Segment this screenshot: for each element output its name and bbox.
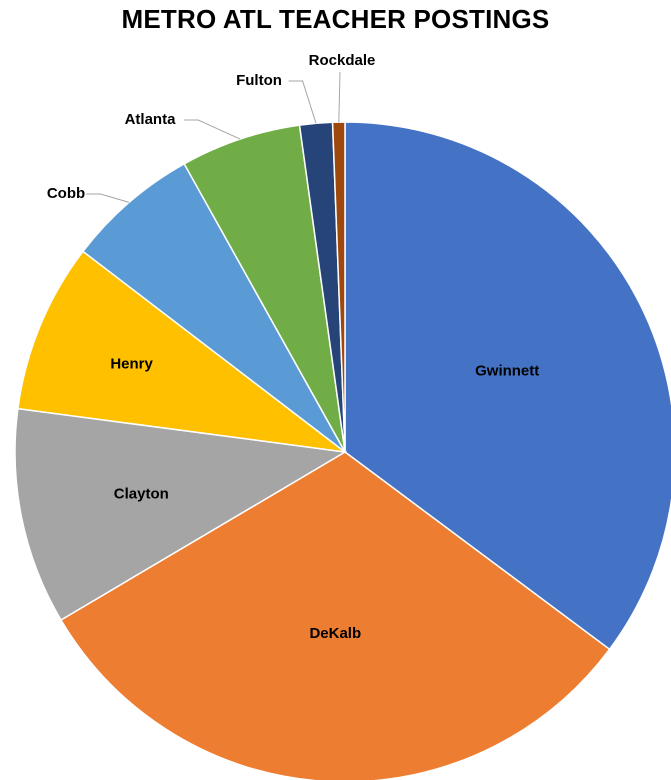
slice-label-cobb: Cobb [47, 185, 85, 202]
pie-slice-atlanta [183, 124, 346, 453]
slice-label-fulton: Fulton [236, 72, 282, 89]
slice-label-rockdale: Rockdale [309, 52, 376, 69]
leader-line-cobb [86, 193, 130, 203]
pie-slice-gwinnett [344, 121, 671, 651]
slice-label-henry: Henry [110, 356, 153, 373]
slice-label-clayton: Clayton [114, 486, 169, 503]
slice-label-dekalb: DeKalb [309, 625, 361, 642]
leader-line-atlanta [184, 119, 241, 140]
leader-line-fulton [288, 80, 317, 124]
pie-slice-henry [17, 250, 348, 454]
chart-title: METRO ATL TEACHER POSTINGS [121, 4, 550, 34]
pie-slice-cobb [81, 162, 346, 453]
leader-line-rockdale [338, 71, 341, 123]
slice-label-atlanta: Atlanta [125, 111, 176, 128]
pie-slice-clayton [14, 407, 348, 622]
slice-label-gwinnett: Gwinnett [475, 363, 539, 380]
pie-slice-dekalb [59, 451, 611, 780]
